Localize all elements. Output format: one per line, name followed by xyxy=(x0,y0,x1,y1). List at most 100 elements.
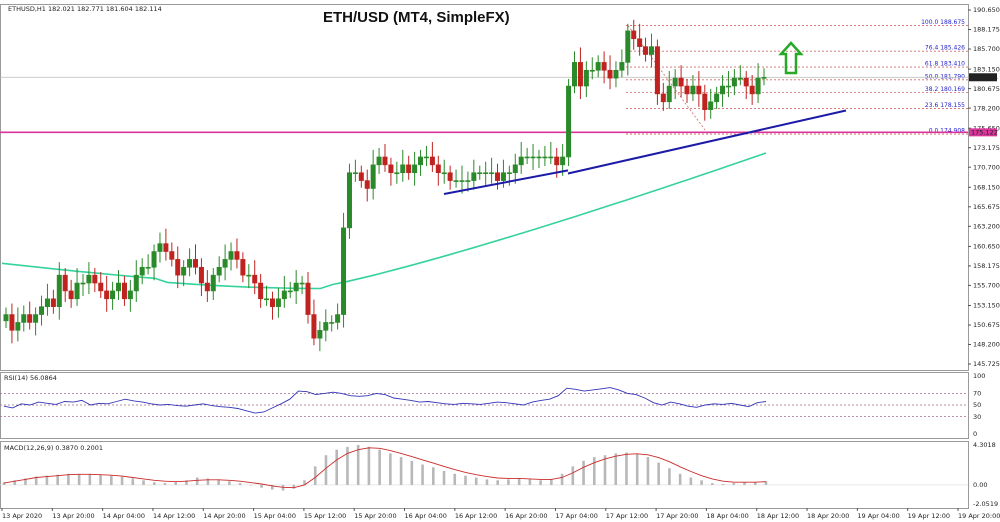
candle-body xyxy=(281,290,287,300)
moving-average xyxy=(1,152,767,290)
candle-body xyxy=(104,290,110,300)
price-tick-label: 180.675 xyxy=(973,85,1000,93)
macd-histogram-bar xyxy=(689,477,693,485)
candle xyxy=(666,71,672,109)
macd-histogram-bar xyxy=(303,480,306,485)
candle-body xyxy=(447,172,453,181)
candle-body xyxy=(27,314,33,323)
candle-body xyxy=(530,156,536,159)
candle xyxy=(145,254,151,275)
macd-histogram-bar xyxy=(217,479,220,485)
candle-body xyxy=(86,274,92,284)
candle-body xyxy=(725,85,731,88)
price-tick-label: 183.150 xyxy=(973,65,1000,73)
candle-body xyxy=(317,330,323,339)
macd-histogram-bar xyxy=(646,457,650,485)
candle xyxy=(542,145,548,167)
candle xyxy=(352,159,358,182)
candle-body xyxy=(275,298,281,307)
candle-body xyxy=(33,314,39,323)
candle xyxy=(423,145,429,167)
candle-body xyxy=(731,77,737,87)
candle-body xyxy=(98,282,104,292)
macd-histogram-bar xyxy=(539,480,542,485)
support-price-badge xyxy=(969,128,997,137)
price-tick-label: 153.150 xyxy=(973,302,1000,310)
candle xyxy=(74,268,80,306)
candle-body xyxy=(80,282,86,285)
candle xyxy=(3,307,9,328)
candle xyxy=(660,82,666,111)
fibonacci-retracement: 100.0 188.675 76.4 185.426 61.8 183.410 50.… xyxy=(626,19,968,135)
candle-body xyxy=(157,243,163,252)
candle-body xyxy=(512,164,518,174)
candle-body xyxy=(696,85,702,95)
candle-body xyxy=(595,62,601,71)
candle xyxy=(607,55,613,90)
candle-body xyxy=(352,172,358,175)
candle xyxy=(104,275,110,312)
candle xyxy=(471,159,477,190)
candle xyxy=(169,242,175,267)
candle-body xyxy=(654,46,660,95)
current-price-label: 182.114 xyxy=(971,74,998,82)
price-tick-label: 160.650 xyxy=(973,243,1000,251)
macd-histogram-bar xyxy=(313,466,317,485)
fib-level-label: 50.0 181.790 xyxy=(925,73,965,80)
candle xyxy=(435,155,441,186)
candle-body xyxy=(269,298,275,307)
rsi-tick-label: 70 xyxy=(973,390,981,398)
candle-body xyxy=(465,180,471,182)
candle xyxy=(755,63,761,103)
candle xyxy=(116,270,122,300)
macd-histogram-bar xyxy=(389,453,392,485)
candle xyxy=(720,75,726,107)
macd-histogram-bar xyxy=(571,466,575,485)
macd-histogram-bar xyxy=(2,482,6,485)
price-tick-label: 150.675 xyxy=(973,321,1000,329)
candle xyxy=(743,71,749,100)
fib-diagonal xyxy=(627,25,709,135)
candle-body xyxy=(145,266,151,269)
candle-body xyxy=(660,93,666,103)
candle xyxy=(441,159,447,184)
candle-body xyxy=(743,77,749,87)
candle-body xyxy=(50,298,56,307)
candle-body xyxy=(258,282,264,300)
candle-body xyxy=(536,156,542,159)
candle xyxy=(548,141,554,165)
candle-body xyxy=(234,251,240,260)
macd-histogram-bar xyxy=(485,479,489,485)
candle-body xyxy=(755,77,761,95)
candle xyxy=(68,279,74,308)
candle-body xyxy=(483,172,489,175)
macd-histogram-bar xyxy=(474,477,478,485)
candle-body xyxy=(400,164,406,174)
candle-body xyxy=(204,282,210,292)
panel-frame xyxy=(0,372,969,439)
candle xyxy=(335,303,341,330)
candle xyxy=(708,88,714,119)
candle-body xyxy=(613,69,619,79)
trendline xyxy=(443,169,569,195)
rsi-panel: 100 70 50 30 0 RSI(14) 56.0864 xyxy=(0,372,985,438)
candle xyxy=(648,33,654,68)
candle-body xyxy=(240,259,246,276)
macd-histogram-bar xyxy=(99,474,102,485)
candle-body xyxy=(619,62,625,71)
macd-histogram-bar xyxy=(421,464,424,485)
candle-body xyxy=(127,290,133,300)
moving-average-line xyxy=(1,152,767,290)
candle-body xyxy=(625,30,631,63)
candle-body xyxy=(335,314,341,323)
candle-body xyxy=(305,282,311,315)
candle xyxy=(370,149,376,200)
candle-body xyxy=(524,156,530,159)
candle-body xyxy=(548,156,554,159)
candle xyxy=(110,281,116,310)
candle xyxy=(293,270,299,304)
candle-body xyxy=(376,156,382,166)
candle xyxy=(530,143,536,170)
macd-histogram-bar xyxy=(206,478,210,485)
candle xyxy=(714,86,720,109)
